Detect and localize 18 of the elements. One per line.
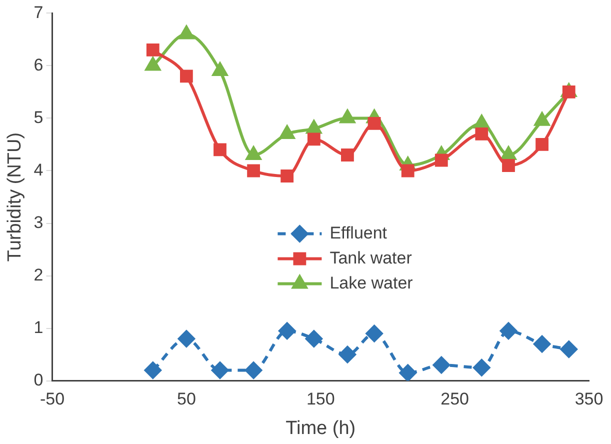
x-tick-label: -50 [40,390,65,409]
legend-label: Effluent [330,223,388,242]
y-tick-label: 1 [34,318,44,337]
y-tick-label: 0 [34,370,44,390]
x-tick-label: 350 [574,390,604,409]
x-tick-label: 150 [306,390,335,409]
y-tick-label: 5 [34,108,44,127]
y-tick-label: 3 [34,212,44,232]
y-tick-label: 6 [34,55,44,74]
y-tick-label: 2 [34,265,44,284]
x-tick-label: 250 [440,390,469,409]
legend-label: Tank water [330,248,412,268]
y-tick-label: 7 [34,2,44,22]
y-tick-label: 4 [34,160,44,180]
x-tick-label: 50 [176,390,196,409]
legend-label: Lake water [330,273,414,292]
y-axis-title: Turbidity (NTU) [4,132,26,262]
x-axis-title: Time (h) [286,418,356,439]
